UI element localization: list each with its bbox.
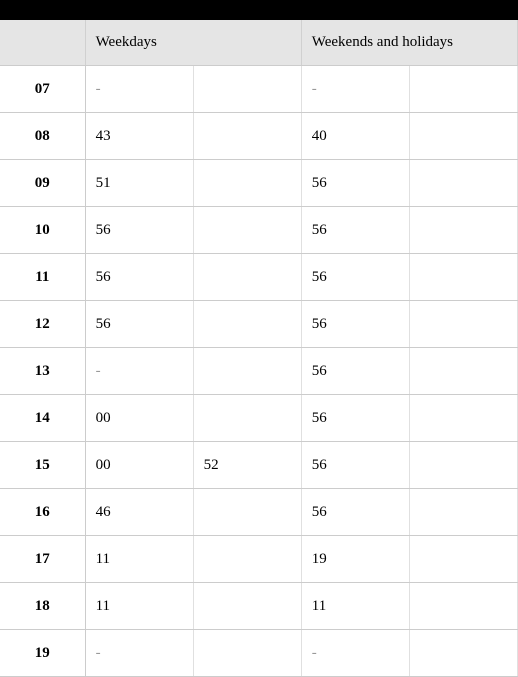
table-row: 1711 19 bbox=[0, 536, 518, 583]
minute-cell-wd1: 56 bbox=[85, 301, 193, 348]
table-row: 07-- bbox=[0, 66, 518, 113]
minute-cell-wd2 bbox=[193, 348, 301, 395]
minute-cell-we1: 56 bbox=[301, 442, 409, 489]
minute-cell-wd1: 56 bbox=[85, 254, 193, 301]
minute-cell-wd1: 11 bbox=[85, 583, 193, 630]
minute-cell-wd2 bbox=[193, 254, 301, 301]
minute-cell-wd1: - bbox=[85, 630, 193, 677]
minute-cell-wd2 bbox=[193, 207, 301, 254]
minute-cell-wd2 bbox=[193, 536, 301, 583]
minute-cell-we1: 56 bbox=[301, 301, 409, 348]
hour-cell: 13 bbox=[0, 348, 85, 395]
table-row: 181111 bbox=[0, 583, 518, 630]
timetable: Weekdays Weekends and holidays 07--08434… bbox=[0, 20, 518, 677]
minute-cell-wd1: 11 bbox=[85, 536, 193, 583]
minute-cell-wd1: 43 bbox=[85, 113, 193, 160]
minute-cell-we2 bbox=[409, 536, 517, 583]
table-row: 15005256 bbox=[0, 442, 518, 489]
top-black-bar bbox=[0, 0, 518, 20]
minute-cell-wd1: - bbox=[85, 66, 193, 113]
minute-cell-we2 bbox=[409, 583, 517, 630]
hour-cell: 10 bbox=[0, 207, 85, 254]
minute-cell-we2 bbox=[409, 207, 517, 254]
table-row: 19-- bbox=[0, 630, 518, 677]
table-row: 1646 56 bbox=[0, 489, 518, 536]
minute-cell-wd2 bbox=[193, 583, 301, 630]
minute-cell-we2 bbox=[409, 395, 517, 442]
minute-cell-we1: 56 bbox=[301, 348, 409, 395]
minute-cell-wd2 bbox=[193, 160, 301, 207]
table-row: 13- 56 bbox=[0, 348, 518, 395]
hour-cell: 09 bbox=[0, 160, 85, 207]
minute-cell-we2 bbox=[409, 160, 517, 207]
minute-cell-we2 bbox=[409, 489, 517, 536]
hour-header-blank bbox=[0, 20, 85, 66]
minute-cell-we1: 56 bbox=[301, 254, 409, 301]
table-row: 115656 bbox=[0, 254, 518, 301]
minute-cell-we2 bbox=[409, 630, 517, 677]
hour-cell: 18 bbox=[0, 583, 85, 630]
hour-cell: 14 bbox=[0, 395, 85, 442]
minute-cell-we2 bbox=[409, 113, 517, 160]
minute-cell-wd2 bbox=[193, 66, 301, 113]
minute-cell-wd1: 56 bbox=[85, 207, 193, 254]
hour-cell: 11 bbox=[0, 254, 85, 301]
minute-cell-we1: 56 bbox=[301, 395, 409, 442]
hour-cell: 08 bbox=[0, 113, 85, 160]
minute-cell-we1: - bbox=[301, 66, 409, 113]
minute-cell-we1: - bbox=[301, 630, 409, 677]
minute-cell-wd1: 51 bbox=[85, 160, 193, 207]
minute-cell-we1: 19 bbox=[301, 536, 409, 583]
minute-cell-wd2 bbox=[193, 489, 301, 536]
weekdays-header: Weekdays bbox=[85, 20, 301, 66]
table-row: 125656 bbox=[0, 301, 518, 348]
minute-cell-wd1: 00 bbox=[85, 395, 193, 442]
minute-cell-we1: 40 bbox=[301, 113, 409, 160]
minute-cell-wd2 bbox=[193, 630, 301, 677]
hour-cell: 19 bbox=[0, 630, 85, 677]
minute-cell-wd2 bbox=[193, 113, 301, 160]
hour-cell: 07 bbox=[0, 66, 85, 113]
minute-cell-we1: 11 bbox=[301, 583, 409, 630]
hour-cell: 16 bbox=[0, 489, 85, 536]
minute-cell-we2 bbox=[409, 254, 517, 301]
minute-cell-we1: 56 bbox=[301, 160, 409, 207]
minute-cell-we1: 56 bbox=[301, 207, 409, 254]
minute-cell-we2 bbox=[409, 348, 517, 395]
weekends-header: Weekends and holidays bbox=[301, 20, 517, 66]
table-row: 0843 40 bbox=[0, 113, 518, 160]
minute-cell-wd1: 00 bbox=[85, 442, 193, 489]
hour-cell: 12 bbox=[0, 301, 85, 348]
minute-cell-wd2 bbox=[193, 395, 301, 442]
table-row: 105656 bbox=[0, 207, 518, 254]
header-row: Weekdays Weekends and holidays bbox=[0, 20, 518, 66]
minute-cell-we2 bbox=[409, 442, 517, 489]
hour-cell: 17 bbox=[0, 536, 85, 583]
minute-cell-we2 bbox=[409, 66, 517, 113]
minute-cell-wd1: 46 bbox=[85, 489, 193, 536]
minute-cell-wd2: 52 bbox=[193, 442, 301, 489]
table-row: 1400 56 bbox=[0, 395, 518, 442]
minute-cell-we2 bbox=[409, 301, 517, 348]
table-row: 0951 56 bbox=[0, 160, 518, 207]
minute-cell-wd1: - bbox=[85, 348, 193, 395]
minute-cell-wd2 bbox=[193, 301, 301, 348]
hour-cell: 15 bbox=[0, 442, 85, 489]
minute-cell-we1: 56 bbox=[301, 489, 409, 536]
